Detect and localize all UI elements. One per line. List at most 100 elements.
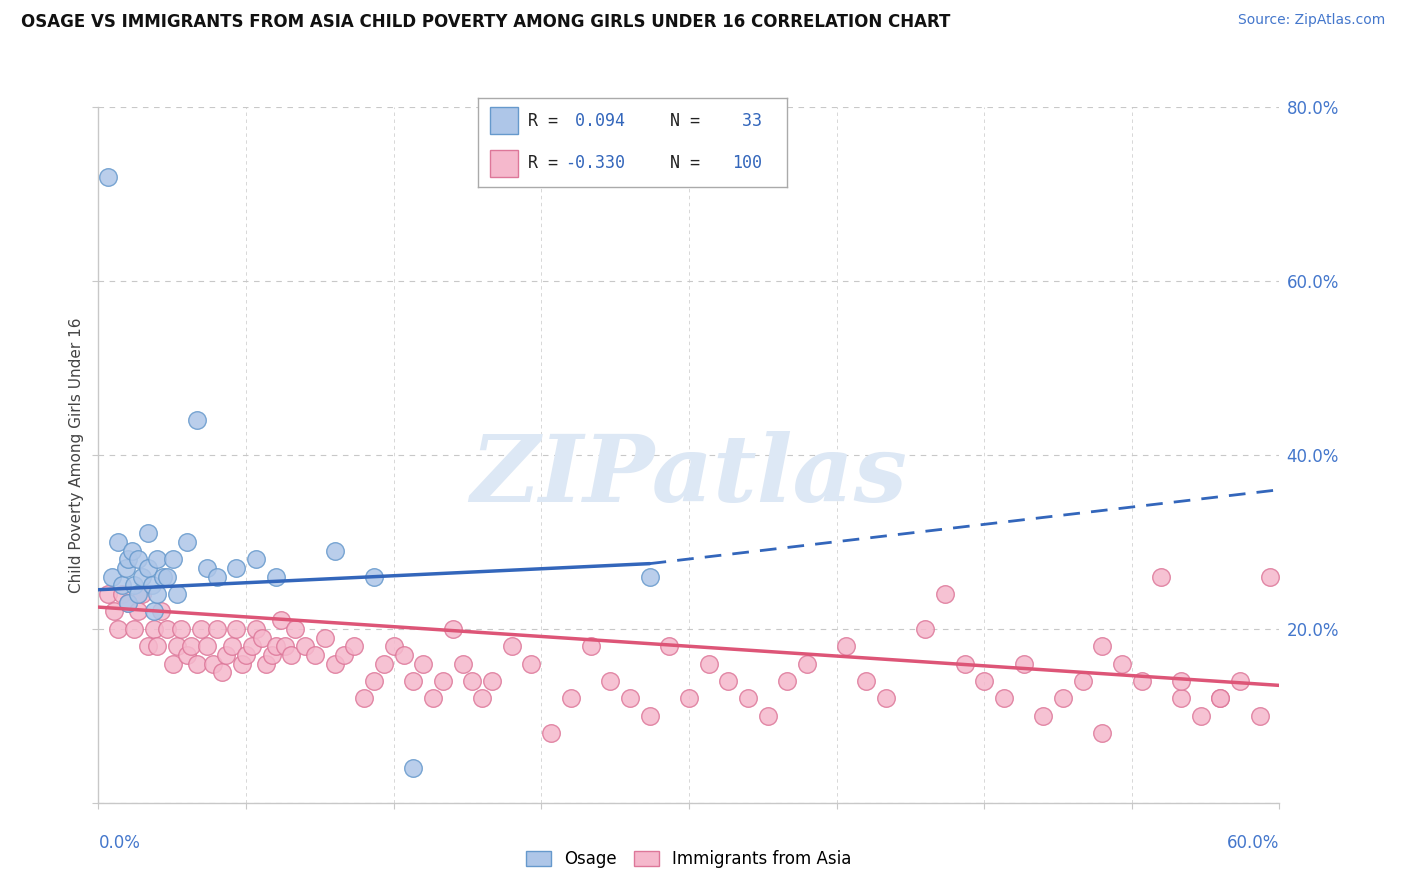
Point xyxy=(323,543,346,558)
Text: ZIPatlas: ZIPatlas xyxy=(471,431,907,521)
Point xyxy=(170,622,193,636)
Point xyxy=(131,587,153,601)
Point xyxy=(363,674,385,689)
Legend: Osage, Immigrants from Asia: Osage, Immigrants from Asia xyxy=(520,843,858,874)
Point xyxy=(382,639,405,653)
Point xyxy=(225,561,247,575)
Text: N =: N = xyxy=(669,112,700,130)
Point xyxy=(638,570,661,584)
Point xyxy=(1130,674,1153,689)
Text: N =: N = xyxy=(669,154,700,172)
Point xyxy=(953,657,976,671)
Point xyxy=(186,413,208,427)
Point xyxy=(270,613,292,627)
Point xyxy=(142,622,165,636)
Text: -0.330: -0.330 xyxy=(565,154,624,172)
Point xyxy=(176,648,198,662)
Point xyxy=(914,622,936,636)
Point xyxy=(240,639,263,653)
Text: 0.0%: 0.0% xyxy=(98,834,141,852)
Point xyxy=(579,639,602,653)
Point xyxy=(619,691,641,706)
Point xyxy=(115,561,138,575)
Point xyxy=(136,639,159,653)
Point xyxy=(186,657,208,671)
Point xyxy=(127,587,149,601)
Point xyxy=(195,561,218,575)
Point xyxy=(111,587,134,601)
Point xyxy=(314,631,336,645)
Point xyxy=(1209,691,1232,706)
Point xyxy=(717,674,740,689)
Point xyxy=(211,665,233,680)
Point xyxy=(201,657,224,671)
Point xyxy=(121,543,143,558)
Point xyxy=(250,631,273,645)
Point xyxy=(107,622,129,636)
Point xyxy=(254,657,277,671)
Point xyxy=(461,674,484,689)
Point xyxy=(1249,708,1271,723)
Point xyxy=(422,691,444,706)
Point xyxy=(1032,708,1054,723)
Point xyxy=(402,761,425,775)
Point xyxy=(264,639,287,653)
Point xyxy=(146,552,169,566)
Point xyxy=(150,605,173,619)
Point xyxy=(678,691,700,706)
Point xyxy=(225,622,247,636)
Point xyxy=(373,657,395,671)
Point xyxy=(284,622,307,636)
Point xyxy=(560,691,582,706)
Point xyxy=(1258,570,1281,584)
Point xyxy=(280,648,302,662)
Point xyxy=(235,648,257,662)
Text: 100: 100 xyxy=(731,154,762,172)
Point xyxy=(1189,708,1212,723)
Point xyxy=(141,578,163,592)
Point xyxy=(122,622,145,636)
Point xyxy=(638,708,661,723)
Point xyxy=(117,552,139,566)
Text: 33: 33 xyxy=(731,112,762,130)
Point xyxy=(117,596,139,610)
Point xyxy=(993,691,1015,706)
Point xyxy=(274,639,297,653)
Point xyxy=(245,552,267,566)
Point xyxy=(97,169,120,184)
Point xyxy=(776,674,799,689)
Point xyxy=(501,639,523,653)
Point xyxy=(363,570,385,584)
Point xyxy=(97,587,120,601)
Point xyxy=(343,639,366,653)
Point xyxy=(162,552,184,566)
Point xyxy=(353,691,375,706)
Point xyxy=(162,657,184,671)
Point xyxy=(176,534,198,549)
Point xyxy=(101,570,124,584)
Point xyxy=(111,578,134,592)
Bar xyxy=(491,107,519,134)
Point xyxy=(1091,639,1114,653)
Point xyxy=(190,622,212,636)
Point xyxy=(205,622,228,636)
Point xyxy=(166,639,188,653)
Point xyxy=(180,639,202,653)
Point xyxy=(1229,674,1251,689)
Point xyxy=(402,674,425,689)
Point xyxy=(107,534,129,549)
Point xyxy=(1111,657,1133,671)
Point xyxy=(1052,691,1074,706)
Point xyxy=(481,674,503,689)
Point xyxy=(221,639,243,653)
Point xyxy=(796,657,818,671)
Point xyxy=(156,622,179,636)
Point xyxy=(451,657,474,671)
Point xyxy=(599,674,621,689)
Point xyxy=(412,657,434,671)
Point xyxy=(855,674,877,689)
Point xyxy=(117,596,139,610)
Point xyxy=(304,648,326,662)
Point xyxy=(215,648,238,662)
Point xyxy=(835,639,858,653)
